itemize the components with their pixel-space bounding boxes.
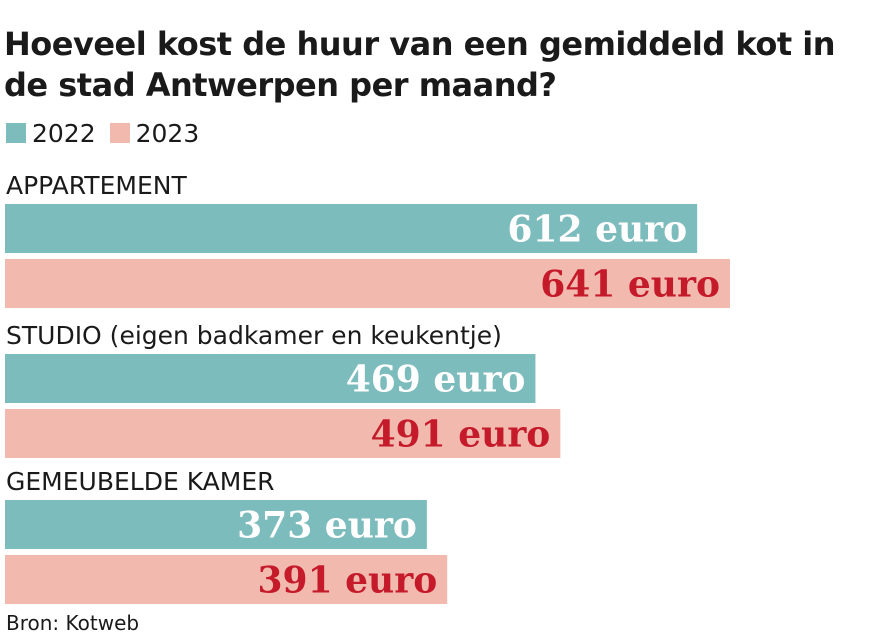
bar-gemeubelde-kamer-2022 <box>5 500 427 549</box>
data-label-appartement-2023: 641 euro <box>540 264 720 306</box>
source-note: Bron: Kotweb <box>6 611 140 635</box>
legend-label-2022: 2022 <box>32 118 96 148</box>
data-label-studio-eigen-badkamer-en-keukentje-2023: 491 euro <box>371 414 551 456</box>
chart-title: Hoeveel kost de huur van een gemiddeld k… <box>4 25 836 104</box>
legend-item-2023: 2023 <box>109 118 200 148</box>
bar-studio-eigen-badkamer-en-keukentje-2022 <box>5 354 536 403</box>
category-label-gemeubelde-kamer: GEMEUBELDE KAMER <box>6 467 275 496</box>
legend: 2022 2023 <box>6 118 213 148</box>
category-label-appartement: APPARTEMENT <box>6 171 187 200</box>
data-label-gemeubelde-kamer-2022: 373 euro <box>237 505 417 547</box>
bar-studio-eigen-badkamer-en-keukentje-2023 <box>5 409 561 458</box>
legend-swatch-2022 <box>6 123 26 143</box>
data-label-gemeubelde-kamer-2023: 391 euro <box>257 560 437 602</box>
bar-chart: APPARTEMENT 612 euro 641 euro STUDIO (eigen… <box>5 171 730 604</box>
legend-item-2022: 2022 <box>6 119 96 148</box>
bar-appartement-2022 <box>5 204 698 253</box>
bar-appartement-2023 <box>5 259 730 308</box>
legend-swatch-2023 <box>109 123 130 143</box>
bar-gemeubelde-kamer-2023 <box>5 555 448 604</box>
data-label-appartement-2022: 612 euro <box>507 209 687 251</box>
legend-label-2023: 2023 <box>135 118 200 148</box>
data-label-studio-eigen-badkamer-en-keukentje-2022: 469 euro <box>346 359 526 401</box>
category-label-studio-eigen-badkamer-en-keukentje: STUDIO (eigen badkamer en keukentje) <box>6 321 502 350</box>
